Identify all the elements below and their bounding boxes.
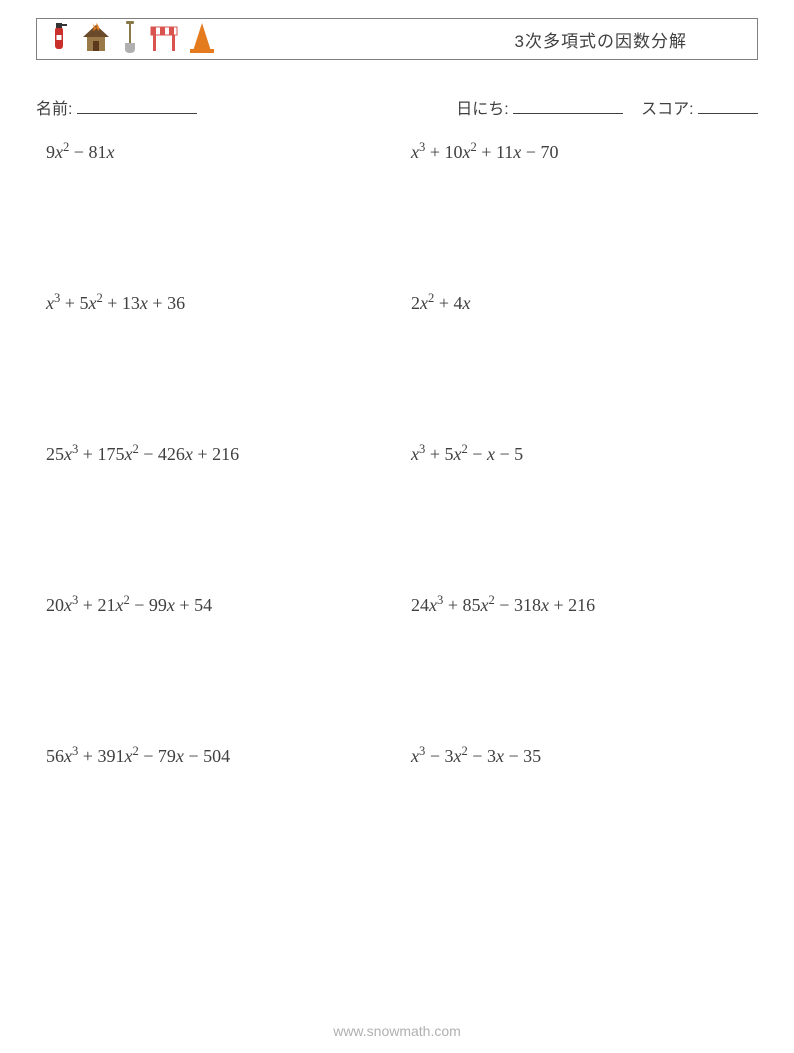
barrier-icon <box>149 21 179 58</box>
problem-expression: 2x2 + 4x <box>411 291 748 314</box>
name-label: 名前: <box>36 101 72 118</box>
problem-expression: 56x3 + 391x2 − 79x − 504 <box>46 744 411 767</box>
header-box: 3次多項式の因数分解 <box>36 18 758 60</box>
date-field: 日にち: <box>456 95 623 119</box>
problem-expression: 9x2 − 81x <box>46 140 411 163</box>
problem-expression: x3 + 10x2 + 11x − 70 <box>411 140 748 163</box>
info-row: 名前: 日にち: スコア: <box>36 95 758 119</box>
problem-row: x3 + 5x2 + 13x + 362x2 + 4x <box>46 291 748 314</box>
name-field: 名前: <box>36 95 197 119</box>
problem-row: 25x3 + 175x2 − 426x + 216x3 + 5x2 − x − … <box>46 442 748 465</box>
shovel-icon <box>121 21 139 58</box>
problem-expression: 25x3 + 175x2 − 426x + 216 <box>46 442 411 465</box>
score-field: スコア: <box>641 95 758 119</box>
problems-grid: 9x2 − 81xx3 + 10x2 + 11x − 70 x3 + 5x2 + … <box>46 140 748 895</box>
fire-extinguisher-icon <box>47 21 71 58</box>
problem-row: 20x3 + 21x2 − 99x + 5424x3 + 85x2 − 318x… <box>46 593 748 616</box>
score-label: スコア: <box>641 101 693 118</box>
house-fire-icon <box>81 21 111 58</box>
problem-expression: 20x3 + 21x2 − 99x + 54 <box>46 593 411 616</box>
problem-expression: 24x3 + 85x2 − 318x + 216 <box>411 593 748 616</box>
problem-row: 9x2 − 81xx3 + 10x2 + 11x − 70 <box>46 140 748 163</box>
score-underline[interactable] <box>698 96 758 114</box>
problem-row: 56x3 + 391x2 − 79x − 504x3 − 3x2 − 3x − … <box>46 744 748 767</box>
problem-expression: x3 + 5x2 − x − 5 <box>411 442 748 465</box>
name-underline[interactable] <box>77 96 197 114</box>
header-icons <box>47 21 215 58</box>
date-label: 日にち: <box>456 101 508 118</box>
date-underline[interactable] <box>513 96 623 114</box>
problem-expression: x3 + 5x2 + 13x + 36 <box>46 291 411 314</box>
footer-url: www.snowmath.com <box>0 1023 794 1039</box>
traffic-cone-icon <box>189 21 215 58</box>
worksheet-title: 3次多項式の因数分解 <box>215 27 747 52</box>
problem-expression: x3 − 3x2 − 3x − 35 <box>411 744 748 767</box>
